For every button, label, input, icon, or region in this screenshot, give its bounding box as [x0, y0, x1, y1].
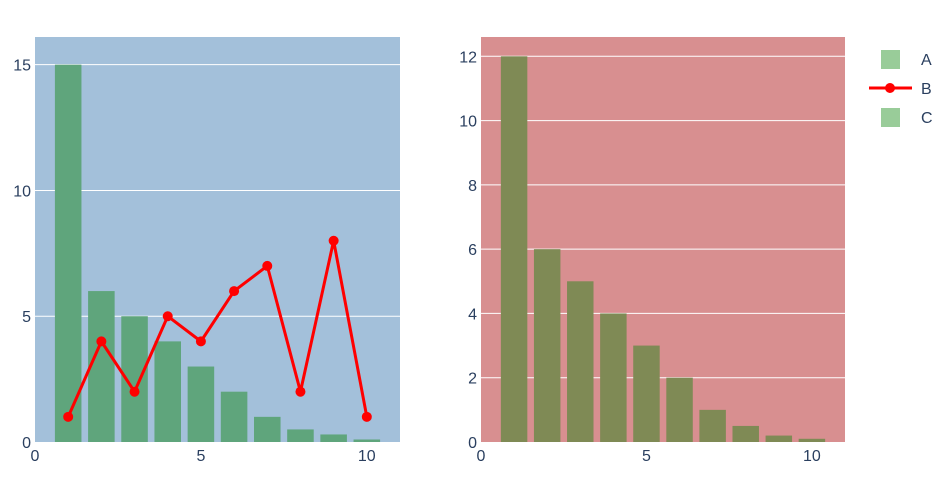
right-y-tick-label: 10 [459, 114, 477, 131]
bar-series-c[interactable] [500, 56, 528, 443]
bar-series-a[interactable] [353, 439, 381, 442]
right-y-tick-label: 6 [468, 242, 477, 259]
bar-series-a[interactable] [187, 366, 215, 442]
bar-series-c[interactable] [633, 345, 660, 442]
bar-series-c[interactable] [567, 281, 594, 442]
right-y-tick-label: 12 [459, 49, 477, 66]
right-x-tick-label: 5 [642, 448, 651, 465]
line-point-b[interactable] [96, 336, 107, 347]
bar-series-c[interactable] [666, 377, 693, 442]
legend-swatch-bar [881, 108, 900, 127]
left-x-tick-label: 10 [358, 448, 376, 465]
line-point-b[interactable] [195, 336, 206, 347]
bar-series-a[interactable] [254, 416, 281, 442]
legend-label: B [921, 81, 932, 98]
left-subplot: 0 5 10 15 0 5 10 [13, 37, 400, 465]
left-x-tick-label: 0 [31, 448, 40, 465]
bar-series-c[interactable] [600, 313, 627, 442]
bar-series-c[interactable] [798, 438, 826, 442]
line-series-b[interactable] [66, 239, 369, 418]
line-point-b[interactable] [328, 235, 339, 246]
bar-series-c[interactable] [699, 409, 726, 442]
right-y-tick-label: 8 [468, 178, 477, 195]
line-point-b[interactable] [162, 311, 173, 322]
right-y-tick-label: 4 [468, 306, 477, 323]
legend[interactable]: ABC [869, 50, 933, 127]
legend-label: A [921, 52, 932, 69]
legend-item-a[interactable]: A [881, 50, 932, 69]
bar-series-a[interactable] [154, 341, 181, 442]
bar-series-c[interactable] [732, 425, 759, 442]
line-point-b[interactable] [129, 386, 140, 397]
bar-series-a[interactable] [320, 434, 347, 442]
legend-item-c[interactable]: C [881, 108, 933, 127]
right-x-tick-label: 10 [803, 448, 821, 465]
line-point-b[interactable] [63, 411, 74, 422]
left-y-tick-label: 15 [13, 58, 31, 75]
line-point-b[interactable] [361, 411, 372, 422]
right-y-tick-label: 0 [468, 435, 477, 452]
legend-swatch-bar [881, 50, 900, 69]
bar-series-a[interactable] [220, 391, 248, 442]
line-point-b[interactable] [262, 260, 273, 271]
left-y-tick-label: 0 [22, 435, 31, 452]
line-point-b[interactable] [229, 286, 240, 297]
left-y-tick-label: 5 [22, 309, 31, 326]
bar-series-a[interactable] [88, 291, 115, 442]
bar-series-a[interactable] [287, 429, 314, 442]
legend-item-b[interactable]: B [869, 81, 932, 98]
bar-series-c[interactable] [765, 435, 793, 442]
right-y-tick-label: 2 [468, 371, 477, 388]
legend-label: C [921, 110, 933, 127]
left-x-tick-label: 5 [196, 448, 205, 465]
line-point-b[interactable] [295, 386, 306, 397]
right-subplot: 0 2 4 6 8 10 12 0 5 10 [459, 37, 845, 465]
left-y-tick-label: 10 [13, 183, 31, 200]
bar-series-c[interactable] [533, 249, 561, 442]
bar-series-a[interactable] [54, 64, 82, 442]
right-x-tick-label: 0 [477, 448, 486, 465]
legend-swatch-marker [885, 83, 895, 93]
